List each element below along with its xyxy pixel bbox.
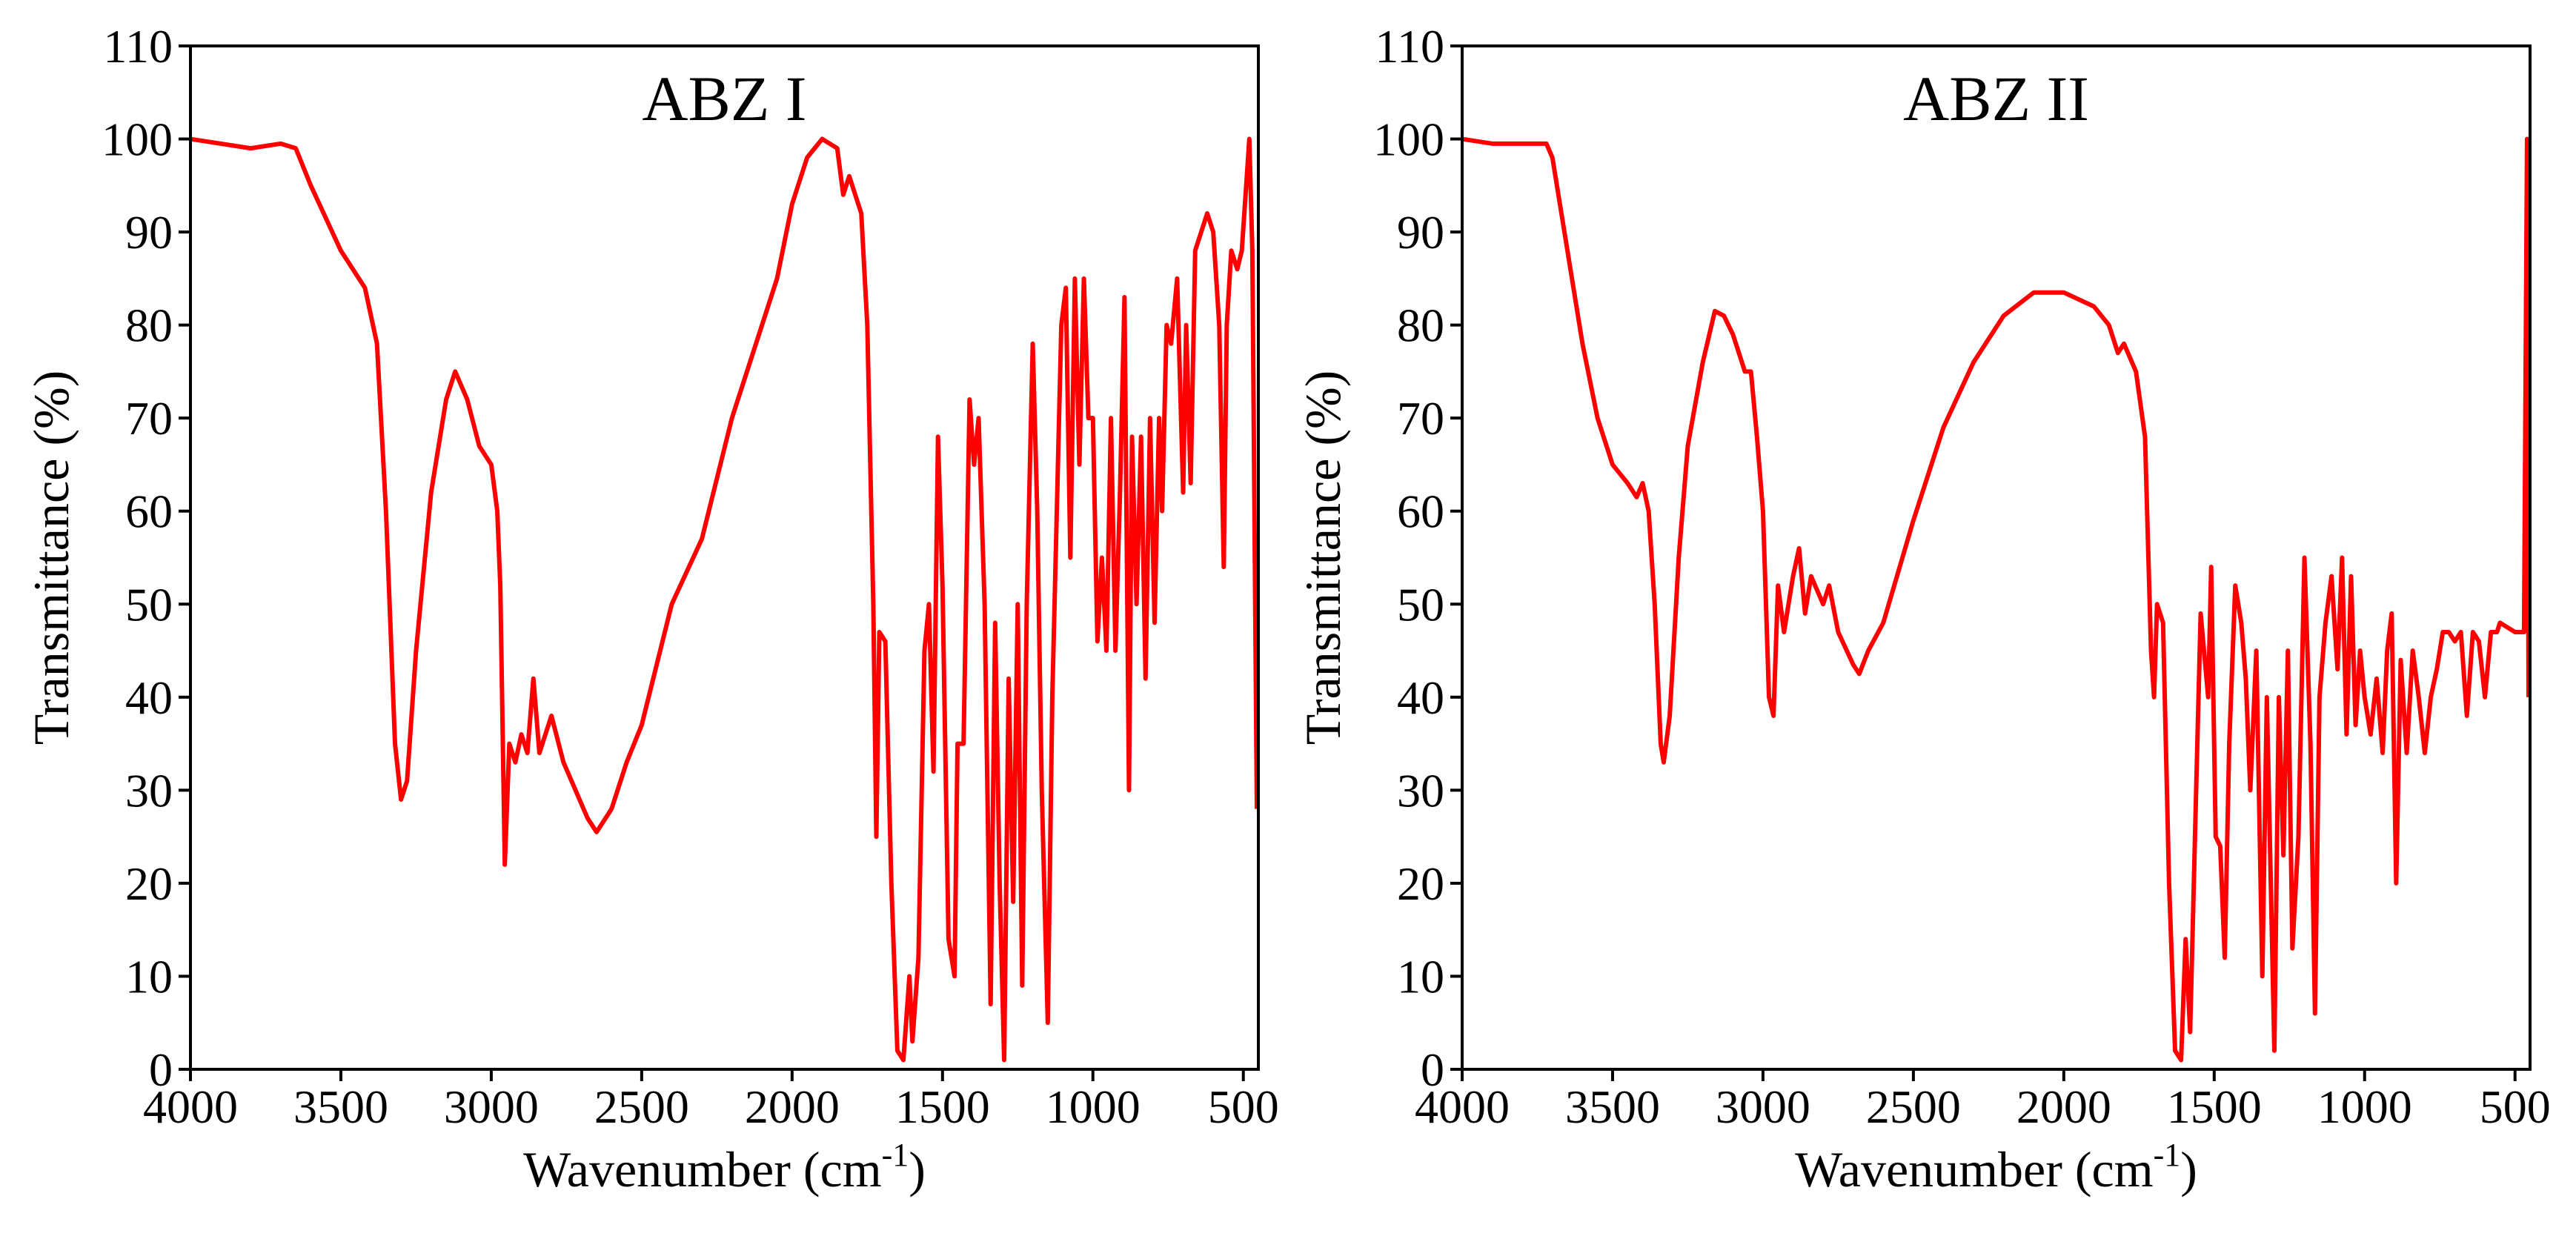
x-tick-label: 500: [2480, 1080, 2551, 1133]
y-tick-label: 20: [125, 857, 173, 910]
x-axis-label: Wavenumber (cm-1): [523, 1137, 926, 1198]
panel: 0 10 20 30 40 50 60 70 80 90 100 110 4000 3500 3000 250…: [1295, 20, 2551, 1198]
y-tick-label: 40: [125, 671, 173, 724]
x-tick-label: 3000: [1716, 1080, 1810, 1133]
x-axis-label-text: Wavenumber (cm: [523, 1141, 882, 1198]
x-axis-label-sup: -1: [882, 1137, 909, 1173]
spectrum-line: [1461, 136, 2531, 1063]
y-tick-label: 30: [1397, 764, 1444, 817]
x-axis-label-sup: -1: [2154, 1137, 2181, 1173]
chart-title: ABZ I: [642, 63, 806, 134]
y-tick-label: 40: [1397, 671, 1444, 724]
y-tick-label: 0: [149, 1043, 173, 1096]
plot-frame: [189, 44, 1260, 1071]
y-tick-label: 70: [1397, 392, 1444, 445]
y-tick-label: 80: [1397, 299, 1444, 352]
x-tick-label: 2000: [745, 1080, 840, 1133]
y-tick-label: 30: [125, 764, 173, 817]
y-tick-label: 90: [1397, 206, 1444, 259]
y-tick-label: 70: [125, 392, 173, 445]
x-tick-label: 3500: [1565, 1080, 1660, 1133]
y-tick-label: 60: [125, 485, 173, 538]
x-tick-label: 2500: [594, 1080, 689, 1133]
y-tick-label: 110: [103, 20, 173, 73]
x-tick-label: 3500: [293, 1080, 388, 1133]
y-tick-label: 50: [1397, 578, 1444, 631]
x-axis-label-end: ): [909, 1141, 926, 1198]
x-axis-label-text: Wavenumber (cm: [1795, 1141, 2154, 1198]
x-axis-label-end: ): [2180, 1141, 2197, 1198]
x-tick-label: 2000: [2016, 1080, 2111, 1133]
y-tick-label: 0: [1421, 1043, 1444, 1096]
y-tick-label: 10: [1397, 950, 1444, 1003]
y-tick-label: 10: [125, 950, 173, 1003]
y-tick-label: 60: [1397, 485, 1444, 538]
x-tick-label: 1500: [895, 1080, 990, 1133]
x-tick-label: 3000: [444, 1080, 539, 1133]
chart-title: ABZ II: [1903, 63, 2089, 134]
panel: 0 10 20 30 40 50 60 70 80 90 100 110 4000 3500 3000 250…: [23, 20, 1279, 1198]
x-axis-label: Wavenumber (cm-1): [1795, 1137, 2197, 1198]
x-tick-label: 4000: [143, 1080, 238, 1133]
y-axis-label: Transmittance (%): [1295, 371, 1351, 745]
spectrum-line: [190, 136, 1259, 1063]
y-tick-label: 20: [1397, 857, 1444, 910]
x-tick-label: 1000: [1046, 1080, 1141, 1133]
x-tick-label: 1000: [2317, 1080, 2412, 1133]
y-tick-label: 50: [125, 578, 173, 631]
y-tick-label: 100: [102, 113, 173, 166]
x-tick-label: 4000: [1415, 1080, 1510, 1133]
y-axis-label: Transmittance (%): [23, 371, 79, 745]
plot-frame: [1461, 44, 2532, 1071]
x-tick-label: 500: [1208, 1080, 1279, 1133]
x-tick-label: 1500: [2167, 1080, 2262, 1133]
y-tick-label: 100: [1373, 113, 1444, 166]
y-tick-label: 110: [1375, 20, 1444, 73]
x-tick-label: 2500: [1866, 1080, 1961, 1133]
y-tick-label: 80: [125, 299, 173, 352]
y-tick-label: 90: [125, 206, 173, 259]
